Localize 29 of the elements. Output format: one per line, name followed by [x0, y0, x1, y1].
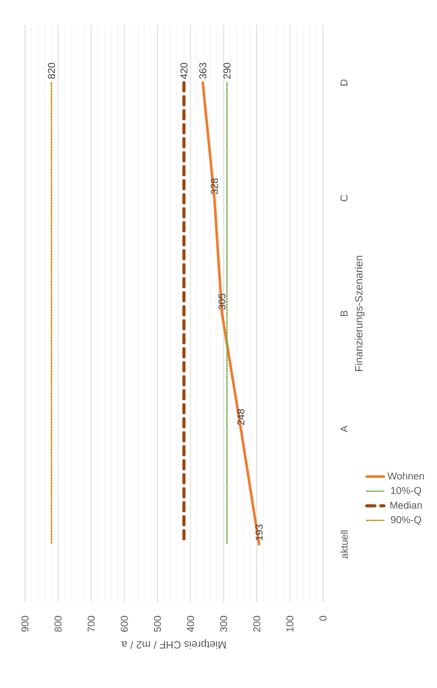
y-axis-title: Finanzierungs-Szenarien — [354, 256, 365, 372]
y-tick-label: C — [340, 194, 348, 202]
data-label: 328 — [210, 178, 218, 194]
x-tick-label: 800 — [54, 616, 62, 632]
legend-label: 10%-Q — [391, 486, 422, 496]
x-tick-label: 200 — [253, 616, 260, 632]
x-tick-label: 500 — [154, 616, 161, 632]
x-tick-label: 700 — [88, 616, 95, 632]
data-label: 420 — [180, 62, 188, 79]
legend-label: 90%-Q — [390, 516, 422, 526]
data-label: 363 — [199, 62, 206, 79]
legend-label: Median — [390, 501, 422, 509]
x-tick-label: 900 — [21, 616, 29, 632]
y-tick-label: A — [340, 426, 348, 432]
y-tick-label: D — [340, 80, 348, 86]
x-tick-label: 300 — [220, 616, 228, 632]
y-tick-label: B — [340, 310, 348, 316]
x-tick-label: 600 — [120, 616, 128, 632]
legend-label: Wohnen — [388, 472, 424, 480]
y-tick-label: aktuell — [340, 530, 348, 558]
data-label: 305 — [218, 294, 226, 310]
x-tick-label: 100 — [286, 616, 294, 632]
x-tick-label: 400 — [187, 616, 194, 632]
data-label: 290 — [223, 62, 231, 79]
data-label: 193 — [256, 524, 263, 540]
x-axis-title: Mietpreis CHF / m2 / a — [121, 639, 226, 649]
data-label: 820 — [48, 62, 56, 79]
data-label: 248 — [237, 409, 244, 425]
x-tick-label: 0 — [319, 616, 327, 621]
